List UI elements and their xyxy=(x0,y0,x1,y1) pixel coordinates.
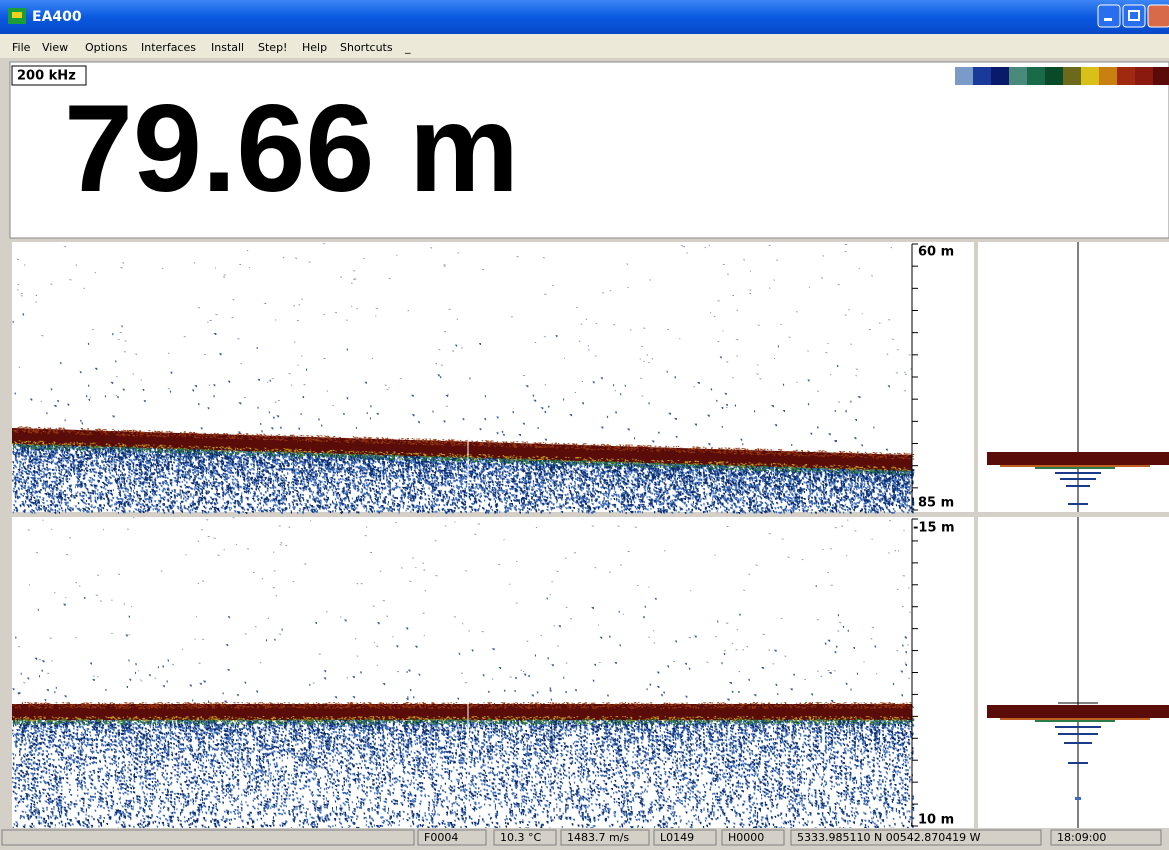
scale-lower xyxy=(912,517,974,828)
color-swatch xyxy=(1153,67,1169,85)
menu-bar xyxy=(0,34,1169,58)
menu-item[interactable]: Options xyxy=(85,41,128,54)
status-text: 1483.7 m/s xyxy=(567,831,629,844)
seabed-echo-edge xyxy=(12,426,915,460)
profile-bar xyxy=(1000,465,1150,467)
seabed-scatter xyxy=(12,442,915,514)
color-swatch xyxy=(973,67,991,85)
profile-bar xyxy=(1000,718,1150,720)
status-field xyxy=(1,829,415,846)
profile-bar xyxy=(1035,720,1115,722)
profile-bar xyxy=(1066,485,1090,487)
color-swatch xyxy=(955,67,973,85)
color-swatch xyxy=(1081,67,1099,85)
color-swatch xyxy=(1045,67,1063,85)
color-swatch xyxy=(1135,67,1153,85)
minimize-button[interactable] xyxy=(1097,4,1121,28)
status-text: 18:09:00 xyxy=(1057,831,1106,844)
status-field xyxy=(721,829,785,846)
menu-item[interactable]: Install xyxy=(211,41,244,54)
app-icon-detail xyxy=(12,12,22,18)
color-swatch xyxy=(1063,67,1081,85)
status-text: 10.3 °C xyxy=(500,831,541,844)
menu-item[interactable]: View xyxy=(42,41,68,54)
color-swatch xyxy=(991,67,1009,85)
profile-bar xyxy=(1068,503,1088,505)
frequency-label: 200 kHz xyxy=(17,69,76,84)
profile-upper xyxy=(978,242,1169,512)
close-button[interactable] xyxy=(1147,4,1169,28)
depth-readout: 79.66 m xyxy=(64,80,519,218)
seabed-echo-edge xyxy=(12,702,914,709)
seabed-echo-edge xyxy=(12,440,911,473)
status-field xyxy=(790,829,1042,846)
scale-bottom-label: 10 m xyxy=(918,813,954,828)
seabed-echo xyxy=(12,428,912,471)
profile-bar xyxy=(987,452,1169,465)
menu-item[interactable]: Shortcuts xyxy=(340,41,393,54)
window-title: EA400 xyxy=(32,9,82,25)
status-field xyxy=(417,829,487,846)
profile-bar xyxy=(987,705,1169,718)
menu-item[interactable]: Step! xyxy=(258,41,287,54)
status-field xyxy=(560,829,650,846)
status-bar xyxy=(0,828,1169,846)
profile-bar xyxy=(1055,726,1101,728)
menu-item[interactable]: Interfaces xyxy=(141,41,196,54)
scale-bottom-label: 85 m xyxy=(918,496,954,511)
restore-button[interactable] xyxy=(1122,4,1146,28)
menu-item[interactable]: File xyxy=(12,41,31,54)
menu-item[interactable]: _ xyxy=(404,41,411,54)
profile-bar xyxy=(1064,742,1092,744)
title-bar xyxy=(0,0,1169,34)
profile-bar xyxy=(1058,733,1098,735)
profile-lower xyxy=(978,517,1169,828)
status-field xyxy=(493,829,557,846)
scale-top-label: 60 m xyxy=(918,245,954,260)
profile-bar xyxy=(1055,472,1101,474)
color-swatch xyxy=(1009,67,1027,85)
status-text: H0000 xyxy=(728,831,764,844)
minimize-icon xyxy=(1104,18,1112,21)
scale-upper xyxy=(912,242,974,512)
status-field xyxy=(653,829,717,846)
color-swatch xyxy=(1027,67,1045,85)
depth-panel xyxy=(9,61,1169,239)
seabed-echo-edge xyxy=(12,443,913,475)
scale-top-label: -15 m xyxy=(913,521,955,536)
seabed-echo-edge xyxy=(12,719,915,725)
profile-bar xyxy=(1068,762,1088,764)
profile-bar xyxy=(1075,797,1081,800)
status-text: 5333.985110 N 00542.870419 W xyxy=(797,831,981,844)
profile-bar xyxy=(1060,478,1096,480)
status-text: F0004 xyxy=(424,831,458,844)
menu-item[interactable]: Help xyxy=(302,41,327,54)
frequency-box xyxy=(11,65,87,86)
color-swatch xyxy=(1099,67,1117,85)
status-text: L0149 xyxy=(660,831,694,844)
restore-icon xyxy=(1128,10,1140,21)
seabed-scatter xyxy=(12,718,915,830)
profile-bar xyxy=(1035,467,1115,469)
color-swatch xyxy=(1117,67,1135,85)
status-field xyxy=(1050,829,1162,846)
